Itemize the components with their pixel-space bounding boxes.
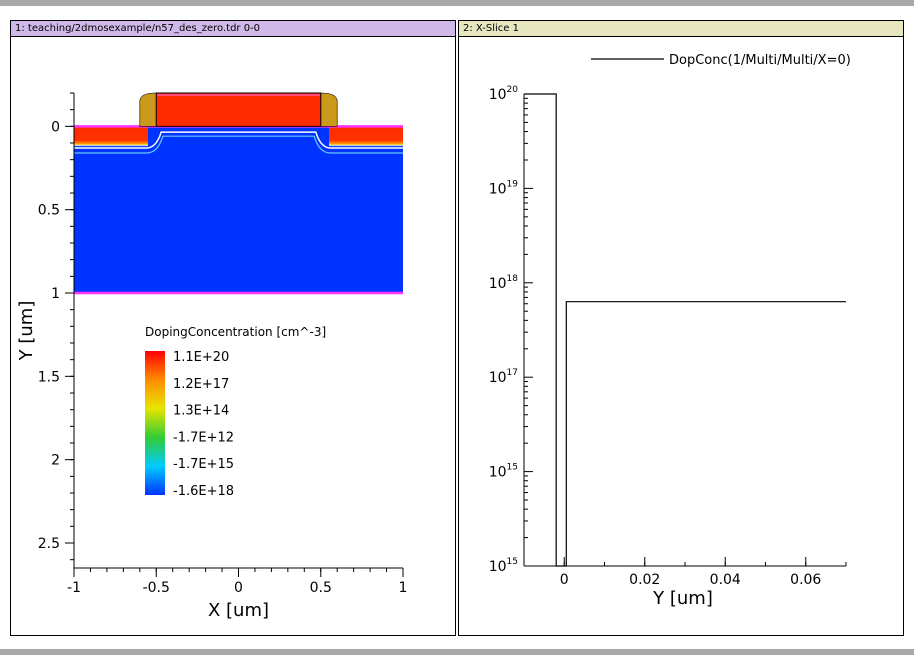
y-tick-label: 2 <box>51 453 60 469</box>
x-tick-label: 0 <box>234 580 243 596</box>
depletion-contour <box>74 135 403 154</box>
junction-contour <box>74 131 403 149</box>
y-tick-label: 1019 <box>489 179 519 197</box>
x-tick-label: 0.04 <box>710 572 741 588</box>
plot-panel-2d[interactable]: 1: teaching/2dmosexample/n57_des_zero.td… <box>10 20 456 636</box>
x-tick-label: 1 <box>399 580 408 596</box>
y-tick-label: 1020 <box>489 85 519 103</box>
doping-map-chart[interactable]: -1 -0.5 0 0.5 1 0 0.5 1 1.5 2 2.5 X [um] Y [um] Dopin… <box>11 21 456 636</box>
legend-label: 1.1E+20 <box>173 350 229 365</box>
legend-label-dopconc: DopConc(1/Multi/Multi/X=0) <box>669 53 851 68</box>
spacer-right <box>320 92 338 127</box>
x-tick-label: -0.5 <box>143 580 170 596</box>
xslice-line-chart[interactable]: 0 0.02 0.04 0.06 1020 1019 1018 1017 1015 1015 Y [… <box>459 21 904 636</box>
legend-label: -1.7E+15 <box>173 457 234 472</box>
source-well <box>74 126 149 147</box>
y-tick-label: 0 <box>51 119 60 135</box>
y-tick-label: 1.5 <box>38 369 60 385</box>
bottom-bar <box>0 649 914 655</box>
legend-label: 1.3E+14 <box>173 404 229 419</box>
y-tick-label: 1 <box>51 286 60 302</box>
legend-label: -1.6E+18 <box>173 484 234 499</box>
panel-title-2d: 1: teaching/2dmosexample/n57_des_zero.td… <box>11 21 455 37</box>
y-tick-label: 0.5 <box>38 203 60 219</box>
gate-region <box>155 92 322 127</box>
y-axis-label: Y [um] <box>16 301 37 362</box>
x-tick-label: 0 <box>560 572 569 588</box>
legend-title: DopingConcentration [cm^-3] <box>145 325 326 339</box>
y-tick-label: 1018 <box>489 274 519 292</box>
legend-label: 1.2E+17 <box>173 377 229 392</box>
substrate-region <box>74 126 403 293</box>
legend-label: -1.7E+12 <box>173 430 234 445</box>
top-bar <box>0 0 914 6</box>
drain-well <box>328 126 403 147</box>
y-tick-label: 1017 <box>489 368 518 386</box>
panel-title-slice: 2: X-Slice 1 <box>459 21 903 37</box>
x-tick-label: 0.06 <box>790 572 821 588</box>
x-axis-label: Y [um] <box>652 588 713 609</box>
x-tick-label: -1 <box>67 580 81 596</box>
x-axis-label: X [um] <box>208 600 269 621</box>
x-tick-label: 0.5 <box>310 580 332 596</box>
y-tick-label: 2.5 <box>38 536 60 552</box>
spacer-left <box>139 92 157 127</box>
x-tick-label: 0.02 <box>629 572 660 588</box>
y-tick-label: 1015 <box>489 557 518 575</box>
y-tick-label: 1015 <box>489 463 518 481</box>
series-line-dopconc <box>524 93 846 567</box>
legend-colorbar <box>145 351 165 495</box>
plot-panel-slice[interactable]: 2: X-Slice 1 0 0.02 0.04 0.06 1020 1019 1018 10… <box>458 20 904 636</box>
